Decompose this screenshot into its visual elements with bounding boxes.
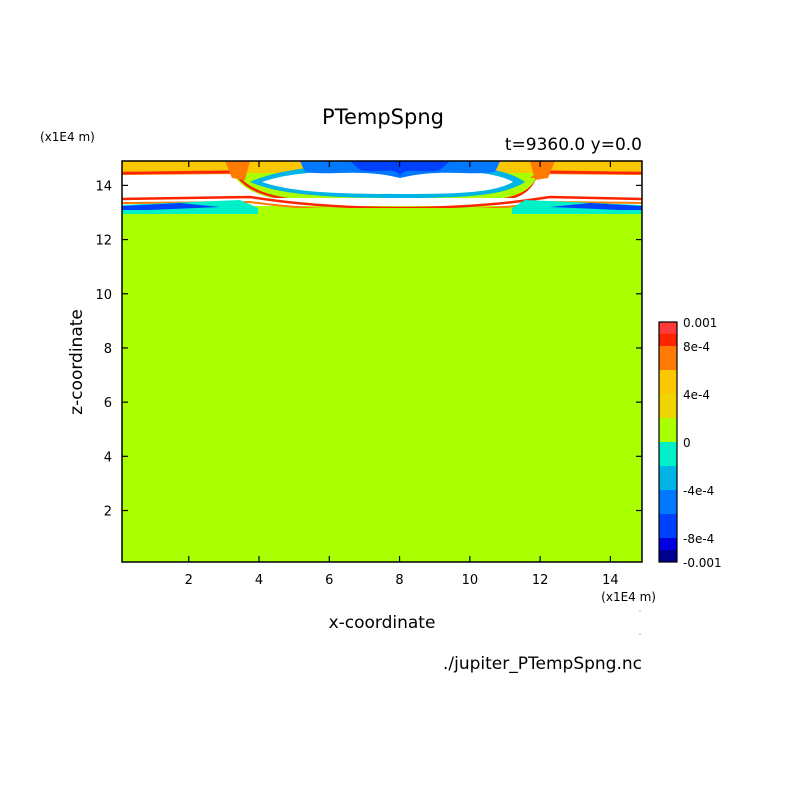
- chart-subtitle: t=9360.0 y=0.0: [505, 135, 642, 155]
- colorbar-level: [659, 322, 677, 334]
- colorbar-level: [659, 550, 677, 562]
- colorbar-tick-label: -8e-4: [683, 532, 714, 546]
- small-marker: ˙: [638, 610, 642, 619]
- colorbar-frame: [658, 321, 678, 563]
- field-background: [122, 161, 642, 562]
- plot-frame: [121, 160, 643, 563]
- colorbar-tick-label: 0.001: [683, 316, 717, 330]
- field-left-shoulder: [225, 161, 250, 180]
- y-tick-label: 2: [104, 505, 112, 520]
- footer-filename: ./jupiter_PTempSpng.nc: [443, 654, 642, 674]
- field-right-shoulder: [530, 161, 555, 180]
- x-tick-label: 10: [462, 573, 479, 588]
- colorbar-level: [659, 346, 677, 370]
- colorbar-tick-label: -0.001: [683, 556, 722, 570]
- y-tick-label: 14: [95, 179, 112, 194]
- y-tick-label: 12: [95, 234, 112, 249]
- small-marker-2: ˙: [638, 633, 642, 642]
- chart-title: PTempSpng: [322, 105, 444, 129]
- x-tick-label: 12: [532, 573, 549, 588]
- axis-ticks: 2 4 6 8 10 12 14 2 4 6 8 10 12 14: [95, 161, 642, 588]
- field-lower-white: [122, 198, 642, 206]
- field-lower-layer: [121, 195, 643, 214]
- colorbar-level: [659, 490, 677, 514]
- x-tick-label: 6: [325, 573, 333, 588]
- x-tick-label: 14: [602, 573, 619, 588]
- colorbar-level: [659, 442, 677, 466]
- colorbar-level: [659, 370, 677, 394]
- plot-area: 2 4 6 8 10 12 14 2 4 6 8 10 12 14: [95, 160, 643, 588]
- colorbar-level: [659, 418, 677, 442]
- y-tick-label: 6: [104, 396, 112, 411]
- colorbar-level: [659, 334, 677, 346]
- colorbar-level: [659, 514, 677, 538]
- colorbar: 0.001 8e-4 4e-4 0 -4e-4 -8e-4 -0.001: [658, 316, 722, 570]
- x-tick-label: 8: [395, 573, 403, 588]
- x-axis-label: x-coordinate: [329, 613, 436, 633]
- colorbar-level: [659, 394, 677, 418]
- field-top-darkblue-blob: [350, 161, 450, 176]
- field-lens-inner: [262, 170, 513, 194]
- x-units-label: (x1E4 m): [601, 590, 656, 604]
- field-left-darkblue-band: [122, 203, 220, 210]
- x-tick-label: 2: [185, 573, 193, 588]
- y-tick-label: 4: [104, 450, 112, 465]
- colorbar-tick-label: 4e-4: [683, 388, 710, 402]
- colorbar-tick-label: 8e-4: [683, 340, 710, 354]
- y-units-label: (x1E4 m): [40, 130, 95, 144]
- field-right-darkblue-band: [550, 203, 642, 210]
- field-lower-center-red: [258, 208, 512, 212]
- y-tick-label: 10: [95, 288, 112, 303]
- y-tick-label: 8: [104, 342, 112, 357]
- y-axis-label: z-coordinate: [67, 309, 87, 415]
- x-tick-label: 4: [255, 573, 263, 588]
- colorbar-tick-label: 0: [683, 436, 691, 450]
- colorbar-tick-label: -4e-4: [683, 484, 714, 498]
- colorbar-level: [659, 466, 677, 490]
- colorbar-level: [659, 538, 677, 550]
